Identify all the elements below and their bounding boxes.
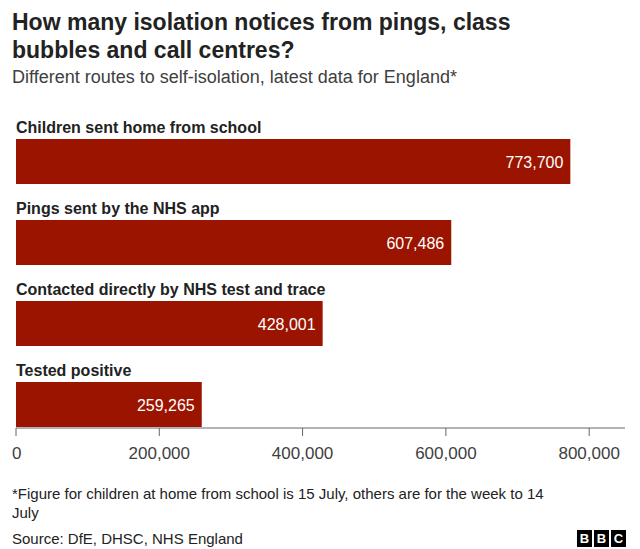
title: How many isolation notices from pings, c… — [12, 8, 512, 64]
bar — [16, 220, 451, 265]
tick-mark — [16, 428, 17, 436]
chart: Children sent home from school 773,700 Pin… — [0, 0, 640, 549]
tick-label: 0 — [12, 444, 21, 463]
data-label: 773,700 — [505, 154, 563, 171]
labels: Children sent home from school 773,700 Pin… — [16, 119, 563, 414]
category-label: Tested positive — [16, 362, 131, 379]
bar — [16, 139, 570, 184]
data-label: 259,265 — [137, 397, 195, 414]
data-label: 428,001 — [258, 316, 316, 333]
category-label: Children sent home from school — [16, 119, 261, 136]
note: *Figure for children at home from school… — [12, 484, 572, 522]
tick-label: 400,000 — [272, 444, 333, 463]
tick-label: 800,000 — [558, 444, 619, 463]
data-label: 607,486 — [386, 235, 444, 252]
logo-letter: B — [594, 530, 609, 547]
tick-mark — [302, 428, 303, 436]
logo-letter: B — [577, 530, 592, 547]
tick-mark — [589, 428, 590, 436]
tick-mark — [159, 428, 160, 436]
bar — [16, 382, 202, 427]
logo-letter: C — [611, 530, 626, 547]
category-label: Pings sent by the NHS app — [16, 200, 220, 217]
bars — [16, 139, 570, 427]
tick-mark — [445, 428, 446, 436]
category-label: Contacted directly by NHS test and trace — [16, 281, 326, 298]
tick-label: 600,000 — [415, 444, 476, 463]
tick-label: 200,000 — [129, 444, 190, 463]
source: Source: DfE, DHSC, NHS England — [12, 530, 243, 548]
bar — [16, 301, 323, 346]
subtitle: Different routes to self-isolation, late… — [12, 66, 632, 88]
x-axis-line — [16, 428, 625, 429]
logo: BBC — [577, 530, 626, 547]
